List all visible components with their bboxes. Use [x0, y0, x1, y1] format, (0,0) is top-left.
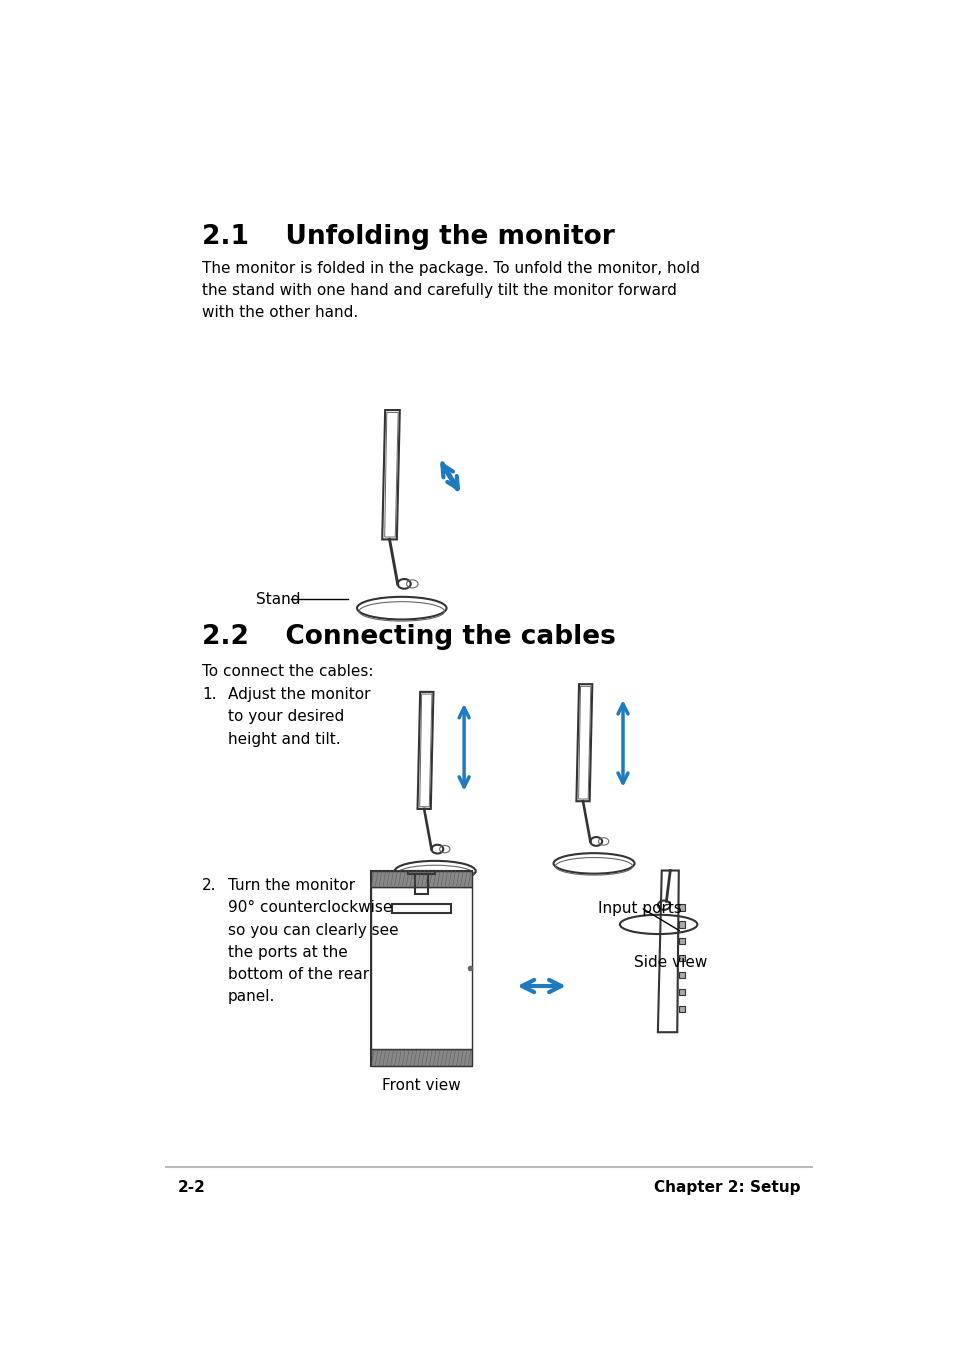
FancyBboxPatch shape — [679, 921, 684, 928]
Text: 2.1    Unfolding the monitor: 2.1 Unfolding the monitor — [202, 224, 615, 250]
Text: Side view: Side view — [633, 955, 706, 970]
Text: Input ports: Input ports — [598, 901, 681, 916]
Text: 1.: 1. — [202, 688, 216, 703]
Text: 2.: 2. — [202, 878, 216, 893]
FancyBboxPatch shape — [679, 939, 684, 944]
FancyBboxPatch shape — [679, 1006, 684, 1012]
Text: The monitor is folded in the package. To unfold the monitor, hold
the stand with: The monitor is folded in the package. To… — [202, 261, 700, 320]
Text: Turn the monitor
90° counterclockwise
so you can clearly see
the ports at the
bo: Turn the monitor 90° counterclockwise so… — [228, 878, 398, 1004]
FancyBboxPatch shape — [679, 955, 684, 962]
FancyBboxPatch shape — [679, 989, 684, 996]
Text: To connect the cables:: To connect the cables: — [202, 665, 374, 680]
FancyBboxPatch shape — [371, 870, 472, 888]
Text: 2.2    Connecting the cables: 2.2 Connecting the cables — [202, 624, 616, 650]
Text: Stand: Stand — [256, 592, 300, 607]
Text: Front view: Front view — [382, 1078, 460, 1093]
Text: 2-2: 2-2 — [177, 1179, 205, 1196]
Text: Chapter 2: Setup: Chapter 2: Setup — [654, 1179, 800, 1196]
FancyBboxPatch shape — [679, 973, 684, 978]
Text: Adjust the monitor
to your desired
height and tilt.: Adjust the monitor to your desired heigh… — [228, 688, 370, 747]
FancyBboxPatch shape — [371, 888, 472, 1050]
FancyBboxPatch shape — [371, 1050, 472, 1066]
FancyBboxPatch shape — [679, 904, 684, 911]
